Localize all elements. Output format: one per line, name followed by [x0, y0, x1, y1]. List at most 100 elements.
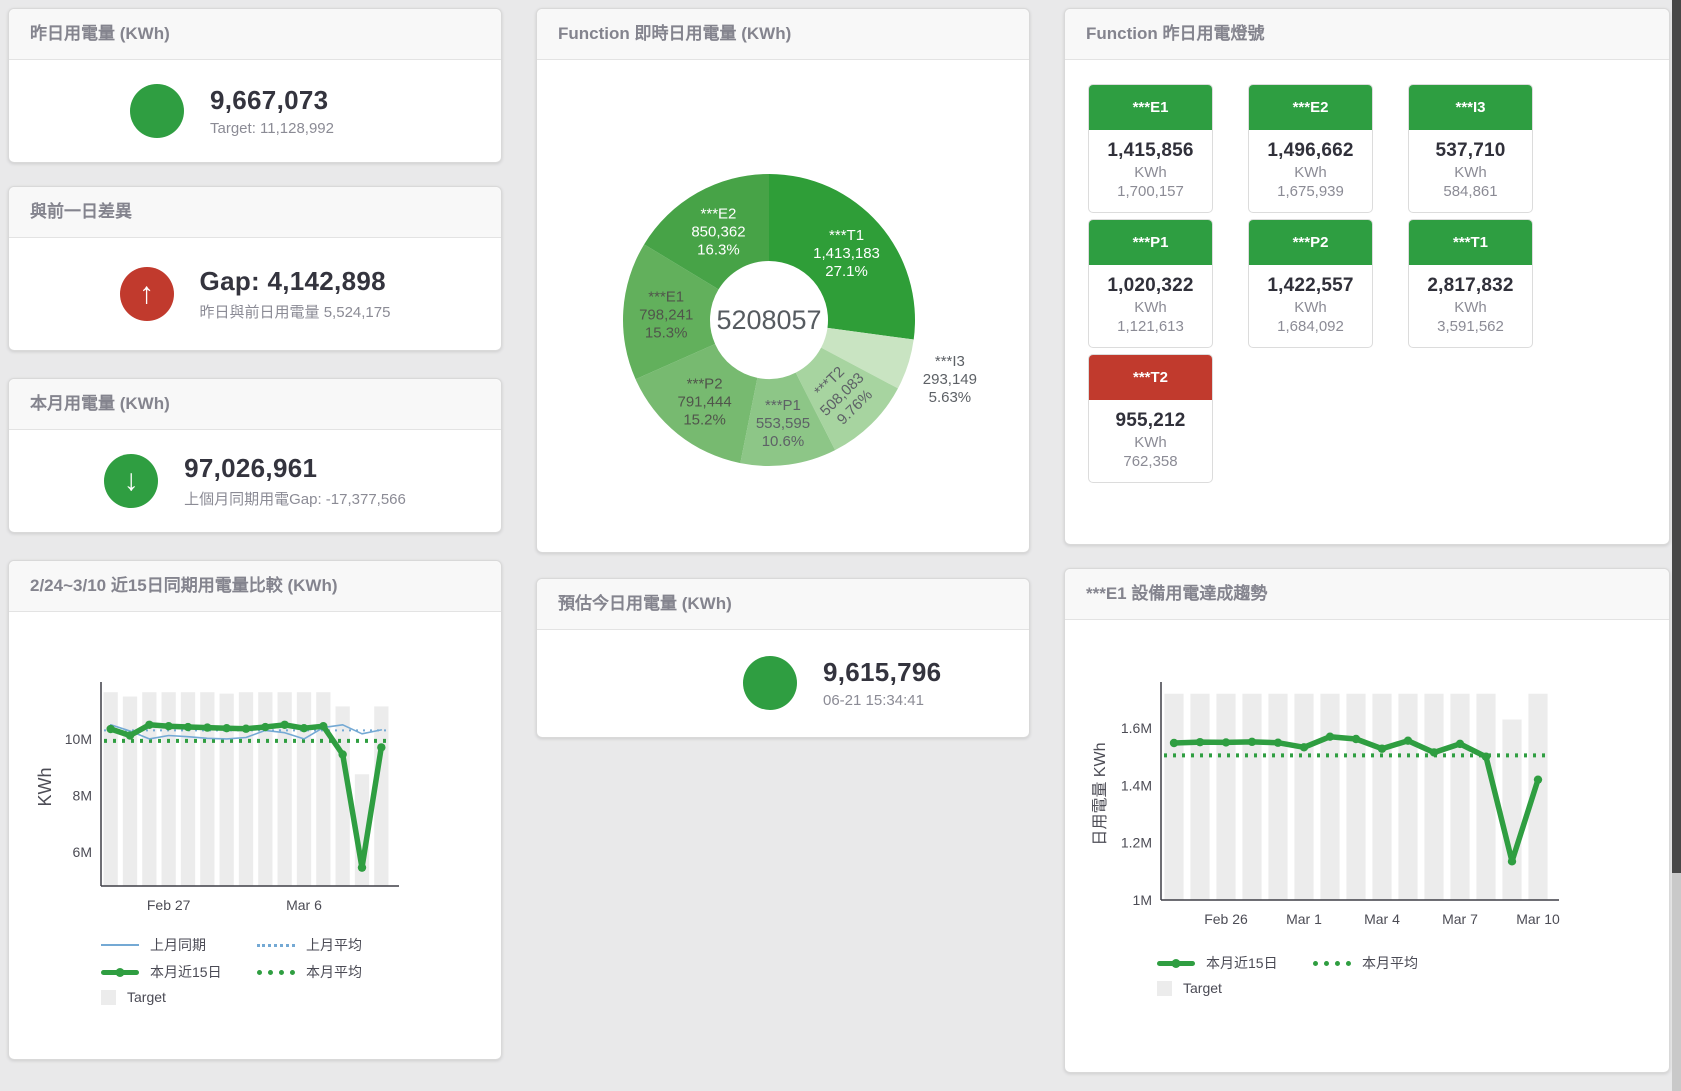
- device-tile-p2: ***P2 1,422,557 KWh 1,684,092: [1248, 219, 1373, 348]
- yesterday-usage-value: 9,667,073: [210, 84, 329, 115]
- device-tile-unit: KWh: [1134, 299, 1167, 316]
- svg-text:Mar 4: Mar 4: [1364, 911, 1400, 927]
- compare-chart-legend: 上月同期 上月平均 本月近15日 本月平均 Target: [101, 935, 501, 1005]
- target-box-swatch-icon: [101, 989, 116, 1005]
- compare-chart-title: 2/24~3/10 近15日同期用電量比較 (KWh): [9, 561, 501, 612]
- blue-dotted-swatch-icon: [257, 943, 295, 947]
- device-tile-value: 1,020,322: [1107, 275, 1194, 296]
- day-gap-body: ↑ Gap: 4,142,898 昨日與前日用電量 5,524,175: [9, 238, 501, 349]
- legend-item-this-month-average[interactable]: 本月平均: [257, 962, 413, 982]
- blue-line-swatch-icon: [101, 944, 139, 946]
- yesterday-usage-body: 9,667,073 Target: 11,128,992: [9, 60, 501, 161]
- legend-item-target[interactable]: Target: [101, 989, 257, 1005]
- legend-label: 本月平均: [306, 964, 362, 980]
- legend-item-this-month-series[interactable]: 本月近15日: [101, 962, 257, 982]
- day-gap-title: 與前一日差異: [9, 187, 501, 238]
- device-tile-header: ***P2: [1249, 220, 1372, 265]
- legend-label: 本月近15日: [1206, 955, 1278, 971]
- svg-text:Mar 7: Mar 7: [1442, 911, 1478, 927]
- legend-label: 上月同期: [150, 937, 206, 953]
- month-usage-title: 本月用電量 (KWh): [9, 379, 501, 430]
- page-scrollbar[interactable]: [1672, 0, 1681, 1091]
- forecast-timestamp: 06-21 15:34:41: [823, 692, 924, 709]
- arrow-up-icon: ↑: [119, 266, 174, 321]
- legend-item-last-month-series[interactable]: 上月同期: [101, 935, 257, 955]
- legend-label: Target: [1183, 980, 1222, 996]
- legend-label: Target: [127, 989, 166, 1005]
- device-tile-header: ***T1: [1409, 220, 1532, 265]
- device-tile-unit: KWh: [1134, 434, 1167, 451]
- svg-text:KWh: KWh: [35, 767, 55, 806]
- realtime-usage-donut-chart[interactable]: ***T1 1,413,183 27.1% ***I3 293,149 5.63% ***T…: [537, 60, 1029, 555]
- svg-text:1M: 1M: [1133, 892, 1152, 908]
- svg-text:1.6M: 1.6M: [1121, 720, 1152, 736]
- device-tile-target: 3,591,562: [1437, 318, 1504, 335]
- legend-item-this-month-series[interactable]: 本月近15日: [1157, 953, 1313, 973]
- yesterday-usage-target: Target: 11,128,992: [210, 119, 334, 137]
- svg-text:1.2M: 1.2M: [1121, 835, 1152, 851]
- device-tile-unit: KWh: [1454, 164, 1487, 181]
- device-tile-value: 1,422,557: [1267, 275, 1354, 296]
- legend-item-target[interactable]: Target: [1157, 980, 1313, 996]
- forecast-value: 9,615,796: [823, 657, 942, 687]
- green-dotted-swatch-icon: [1313, 960, 1351, 966]
- month-usage-card: 本月用電量 (KWh) ↓ 97,026,961 上個月同期用電Gap: -17…: [8, 378, 502, 533]
- green-line-swatch-icon: [1157, 960, 1195, 966]
- device-tile-value: 1,496,662: [1267, 140, 1354, 161]
- svg-text:1.4M: 1.4M: [1121, 777, 1152, 793]
- trend-chart-title: ***E1 設備用電達成趨勢: [1065, 569, 1669, 620]
- legend-label: 本月近15日: [150, 964, 222, 980]
- compare-usage-line-chart[interactable]: 6M 8M 10M Feb 27 Mar 6 KWh: [9, 612, 501, 931]
- lights-card-title: Function 昨日用電燈號: [1065, 9, 1669, 60]
- svg-text:Mar 1: Mar 1: [1286, 911, 1322, 927]
- device-tile-value: 537,710: [1435, 140, 1506, 161]
- day-gap-value: Gap: 4,142,898: [199, 265, 386, 296]
- device-tile-t1: ***T1 2,817,832 KWh 3,591,562: [1408, 219, 1533, 348]
- device-tile-unit: KWh: [1134, 164, 1167, 181]
- legend-item-this-month-average[interactable]: 本月平均: [1313, 953, 1469, 973]
- device-tile-header: ***I3: [1409, 85, 1532, 130]
- device-tile-target: 584,861: [1443, 183, 1498, 200]
- device-tile-header: ***E1: [1089, 85, 1212, 130]
- device-tiles-grid: ***E1 1,415,856 KWh 1,700,157 ***E2 1,49…: [1065, 60, 1608, 483]
- forecast-card: 預估今日用電量 (KWh) 9,615,796 06-21 15:34:41: [536, 578, 1030, 738]
- svg-text:Feb 27: Feb 27: [147, 897, 191, 913]
- device-tile-target: 1,675,939: [1277, 183, 1344, 200]
- device-tile-value: 1,415,856: [1107, 140, 1194, 161]
- svg-text:5208057: 5208057: [716, 305, 821, 335]
- svg-text:Mar 10: Mar 10: [1516, 911, 1560, 927]
- green-dotted-swatch-icon: [257, 969, 295, 975]
- device-tile-e1: ***E1 1,415,856 KWh 1,700,157: [1088, 84, 1213, 213]
- yesterday-usage-card: 昨日用電量 (KWh) 9,667,073 Target: 11,128,992: [8, 8, 502, 163]
- device-tile-target: 762,358: [1123, 453, 1178, 470]
- legend-label: 本月平均: [1362, 955, 1418, 971]
- device-tile-target: 1,700,157: [1117, 183, 1184, 200]
- scrollbar-thumb[interactable]: [1672, 0, 1681, 873]
- svg-text:Mar 6: Mar 6: [286, 897, 322, 913]
- arrow-down-glyph: ↓: [123, 463, 139, 497]
- month-usage-body: ↓ 97,026,961 上個月同期用電Gap: -17,377,566: [9, 430, 501, 531]
- legend-label: 上月平均: [306, 937, 362, 953]
- green-line-swatch-icon: [101, 969, 139, 975]
- device-tile-target: 1,121,613: [1117, 318, 1184, 335]
- legend-item-last-month-average[interactable]: 上月平均: [257, 935, 413, 955]
- lights-card: Function 昨日用電燈號 ***E1 1,415,856 KWh 1,70…: [1064, 8, 1670, 545]
- device-tile-header: ***P1: [1089, 220, 1212, 265]
- device-tile-value: 2,817,832: [1427, 275, 1514, 296]
- status-circle-icon: [743, 656, 797, 710]
- e1-trend-line-chart[interactable]: 1M 1.2M 1.4M 1.6M Feb 26 Mar 1 Mar 4 Mar 7 Mar 1…: [1065, 620, 1669, 949]
- device-tile-header: ***T2: [1089, 355, 1212, 400]
- day-gap-card: 與前一日差異 ↑ Gap: 4,142,898 昨日與前日用電量 5,524,1…: [8, 186, 502, 351]
- realtime-donut-title: Function 即時日用電量 (KWh): [537, 9, 1029, 60]
- day-gap-sub: 昨日與前日用電量 5,524,175: [199, 303, 391, 321]
- device-tile-unit: KWh: [1294, 164, 1327, 181]
- device-tile-p1: ***P1 1,020,322 KWh 1,121,613: [1088, 219, 1213, 348]
- status-circle-icon: [130, 83, 184, 138]
- yesterday-usage-title: 昨日用電量 (KWh): [9, 9, 501, 60]
- svg-text:Feb 26: Feb 26: [1204, 911, 1248, 927]
- forecast-title: 預估今日用電量 (KWh): [537, 579, 1029, 630]
